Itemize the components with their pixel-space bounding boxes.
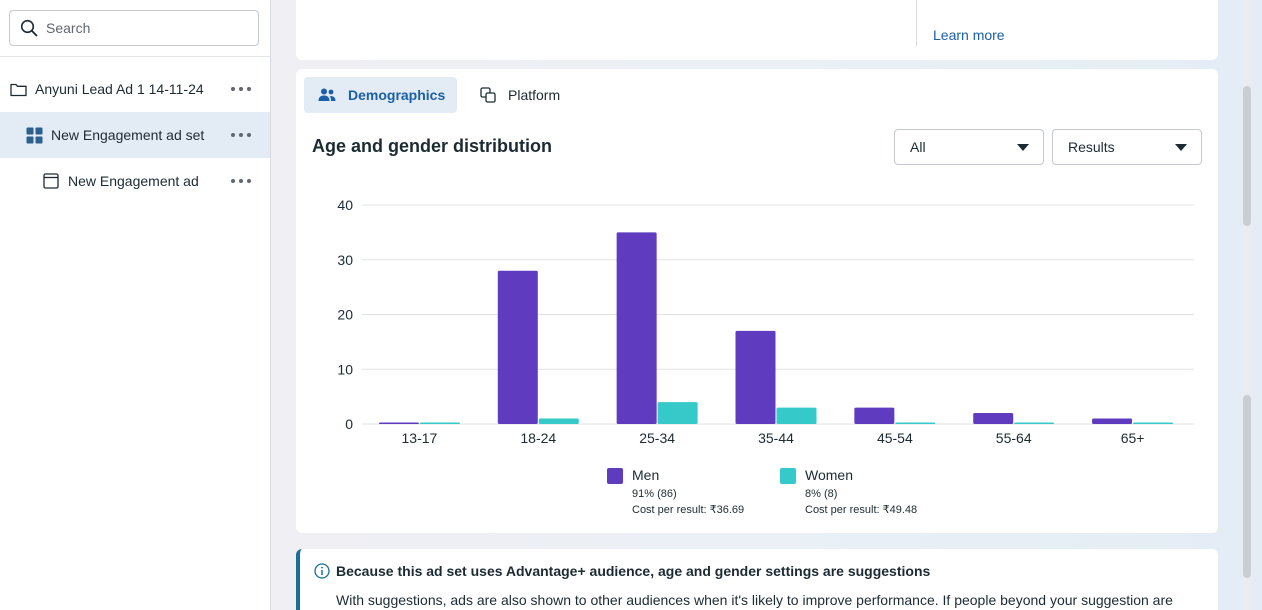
dropdown-value: All xyxy=(910,139,926,155)
info-body: With suggestions, ads are also shown to … xyxy=(336,592,1173,608)
x-tick-label: 13-17 xyxy=(402,430,438,446)
bar-women-35-44 xyxy=(776,407,817,424)
top-card: Learn more xyxy=(296,0,1218,60)
legend-swatch-women xyxy=(780,468,796,484)
tab-label: Platform xyxy=(508,87,561,103)
dropdown-value: Results xyxy=(1068,139,1115,155)
advantage-info-banner: Because this ad set uses Advantage+ audi… xyxy=(296,549,1218,610)
tree-item-label: New Engagement ad xyxy=(68,173,199,189)
ad-window-icon xyxy=(42,172,60,190)
bar-men-18-24 xyxy=(497,270,538,424)
left-panel: Anyuni Lead Ad 1 14-11-24 New Engagement… xyxy=(0,0,271,610)
y-tick-label: 30 xyxy=(337,252,353,268)
adset-grid-icon xyxy=(25,126,43,144)
section-title: Age and gender distribution xyxy=(312,136,553,156)
legend-pct: 8% (8) xyxy=(805,488,838,500)
legend-name: Men xyxy=(632,467,660,483)
bar-men-35-44 xyxy=(735,330,776,424)
scrollbar-thumb-upper[interactable] xyxy=(1243,86,1251,226)
left-divider xyxy=(0,56,270,57)
search-input[interactable] xyxy=(46,20,246,36)
more-options-icon[interactable] xyxy=(231,126,251,144)
metric-dropdown[interactable]: Results xyxy=(1052,129,1202,165)
bar-chart: 0 10 20 30 40 13-17 18-24 25-34 35-44 45-54 55-64 6… xyxy=(337,197,1194,446)
bar-women-13-17 xyxy=(419,422,460,424)
bar-women-55-64 xyxy=(1014,422,1055,424)
card-divider xyxy=(916,0,917,46)
legend-pct: 91% (86) xyxy=(632,488,677,500)
tree-item-label: New Engagement ad set xyxy=(51,127,205,143)
info-title: Because this ad set uses Advantage+ audi… xyxy=(336,563,931,579)
people-icon xyxy=(318,88,336,101)
legend-cost: Cost per result: ₹49.48 xyxy=(805,504,918,516)
legend-name: Women xyxy=(805,467,853,483)
y-tick-label: 10 xyxy=(337,361,353,377)
bar-women-65+ xyxy=(1133,422,1174,424)
info-icon xyxy=(314,563,330,579)
bar-men-25-34 xyxy=(616,232,657,424)
more-options-icon[interactable] xyxy=(231,172,251,190)
bar-women-45-54 xyxy=(895,422,936,424)
x-tick-label: 65+ xyxy=(1121,430,1145,446)
y-tick-label: 0 xyxy=(345,416,353,432)
x-tick-label: 25-34 xyxy=(639,430,675,446)
caret-down-icon xyxy=(1175,144,1187,151)
tab-platform[interactable]: Platform xyxy=(466,77,576,113)
tree-item-label: Anyuni Lead Ad 1 14-11-24 xyxy=(35,81,204,97)
bar-women-25-34 xyxy=(657,402,698,424)
x-tick-label: 35-44 xyxy=(758,430,794,446)
audience-dropdown[interactable]: All xyxy=(894,129,1044,165)
y-tick-label: 40 xyxy=(337,197,353,213)
search-box[interactable] xyxy=(9,10,259,46)
platform-icon xyxy=(480,87,496,103)
caret-down-icon xyxy=(1017,144,1029,151)
x-tick-label: 55-64 xyxy=(996,430,1032,446)
learn-more-link[interactable]: Learn more xyxy=(933,27,1005,43)
folder-icon xyxy=(9,80,27,98)
bar-men-55-64 xyxy=(973,413,1014,424)
tree-item-adset[interactable]: New Engagement ad set xyxy=(0,112,270,158)
search-icon xyxy=(20,19,38,37)
tab-label: Demographics xyxy=(348,87,446,103)
tree-item-ad[interactable]: New Engagement ad xyxy=(0,158,270,204)
bar-women-18-24 xyxy=(538,418,579,424)
bar-men-65+ xyxy=(1092,418,1133,424)
tab-demographics[interactable]: Demographics xyxy=(304,77,457,113)
x-tick-label: 45-54 xyxy=(877,430,913,446)
legend-cost: Cost per result: ₹36.69 xyxy=(632,504,745,516)
scrollbar-thumb[interactable] xyxy=(1243,395,1251,578)
demographics-card: Demographics Platform Age and gender dis… xyxy=(296,69,1218,533)
y-tick-label: 20 xyxy=(337,307,353,323)
tree-item-campaign[interactable]: Anyuni Lead Ad 1 14-11-24 xyxy=(0,66,270,112)
bar-men-13-17 xyxy=(378,422,419,424)
bar-men-45-54 xyxy=(854,407,895,424)
legend-swatch-men xyxy=(607,468,623,484)
more-options-icon[interactable] xyxy=(231,80,251,98)
x-tick-label: 18-24 xyxy=(520,430,556,446)
